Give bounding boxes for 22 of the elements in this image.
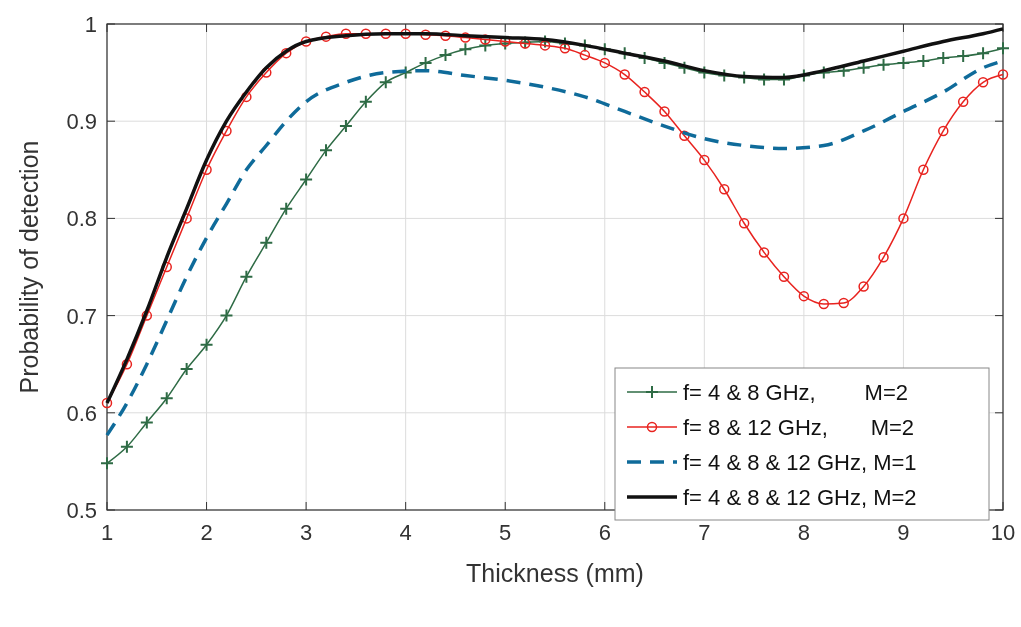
x-tick-label: 8 bbox=[797, 520, 811, 545]
legend-label: f= 4 & 8 GHz, M=2 bbox=[683, 380, 908, 405]
y-axis-title: Probability of detection bbox=[15, 140, 43, 394]
x-tick-label: 2 bbox=[200, 520, 213, 545]
x-tick-label: 7 bbox=[698, 520, 711, 545]
y-tick-label: 0.7 bbox=[66, 303, 97, 329]
x-tick-label: 4 bbox=[399, 520, 412, 545]
x-tick-label: 10 bbox=[990, 520, 1016, 545]
y-tick-label: 1 bbox=[84, 12, 97, 37]
y-tick-label: 0.6 bbox=[66, 400, 97, 426]
legend-label: f= 4 & 8 & 12 GHz, M=1 bbox=[683, 450, 917, 475]
x-axis-title: Thickness (mm) bbox=[466, 559, 644, 587]
y-tick-label: 0.5 bbox=[66, 498, 97, 523]
legend-label: f= 8 & 12 GHz, M=2 bbox=[683, 415, 915, 440]
x-tick-label: 9 bbox=[897, 520, 910, 545]
x-tick-label: 3 bbox=[299, 520, 313, 545]
y-tick-label: 0.8 bbox=[66, 206, 97, 232]
legend-label: f= 4 & 8 & 12 GHz, M=2 bbox=[683, 485, 917, 510]
x-tick-label: 5 bbox=[499, 520, 512, 545]
y-tick-label: 0.9 bbox=[66, 109, 97, 135]
x-tick-label: 6 bbox=[598, 520, 611, 545]
x-tick-label: 1 bbox=[100, 520, 114, 545]
